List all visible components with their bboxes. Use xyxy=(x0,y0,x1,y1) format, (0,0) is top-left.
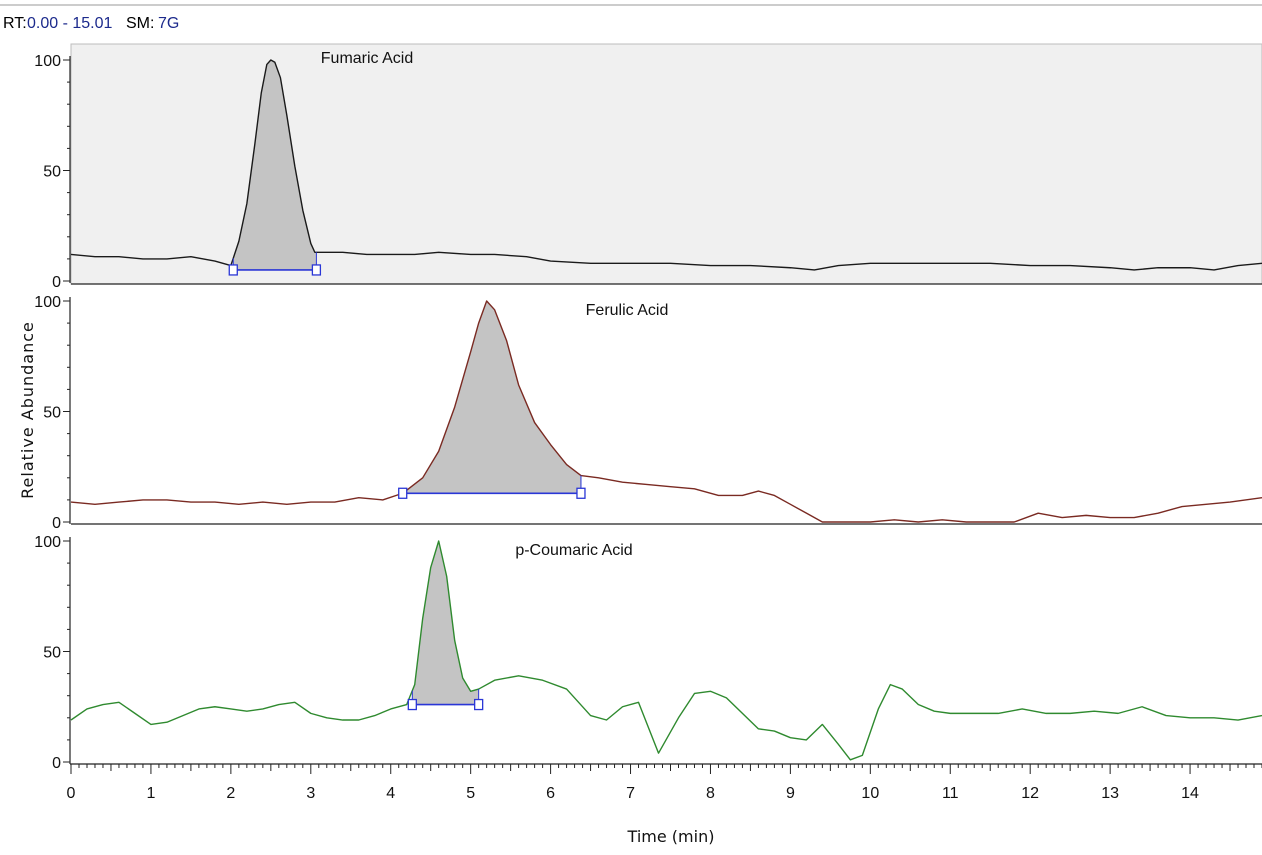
y-tick-label: 0 xyxy=(52,274,61,291)
y-tick-label: 50 xyxy=(43,405,61,422)
peak-end-marker[interactable] xyxy=(474,698,484,711)
peak-end-marker[interactable] xyxy=(576,487,586,499)
x-tick-label: 0 xyxy=(67,785,76,802)
x-tick-label: 6 xyxy=(546,785,555,802)
x-tick-label: 4 xyxy=(386,785,395,802)
y-tick-label: 100 xyxy=(34,294,61,311)
rt-value: 0.00 - 15.01 xyxy=(27,15,113,32)
x-axis: 0 1 2 3 4 5 6 7 8 9 10 11 12 13 14 xyxy=(67,763,1262,802)
y-tick-label: 50 xyxy=(43,164,61,181)
x-tick-label: 10 xyxy=(861,785,879,802)
panel-title-p-coumaric: p-Coumaric Acid xyxy=(515,542,632,559)
panel-title-fumaric: Fumaric Acid xyxy=(321,50,413,67)
trace-line-fumaric xyxy=(70,59,1262,271)
x-tick-label: 11 xyxy=(942,785,959,802)
panel-ferulic-acid: 0 50 100 xyxy=(34,294,1262,532)
sm-value: 7G xyxy=(158,15,179,32)
y-axis-label: Relative Abundance xyxy=(18,321,37,499)
y-tick-label: 100 xyxy=(34,53,61,70)
x-tick-label: 14 xyxy=(1181,785,1199,802)
x-tick-label: 7 xyxy=(626,785,635,802)
y-tick-label: 50 xyxy=(43,645,61,662)
x-axis-label: Time (min) xyxy=(627,827,715,846)
panel-p-coumaric-acid: 0 50 100 xyxy=(34,534,1262,772)
peak-area-ferulic xyxy=(402,301,581,494)
trace-line-p-coumaric xyxy=(70,540,1262,761)
x-tick-label: 13 xyxy=(1101,785,1119,802)
peak-area-fumaric xyxy=(233,60,317,270)
panel-fumaric-acid: 0 50 100 xyxy=(34,53,1262,291)
rt-label: RT: xyxy=(3,15,27,32)
peak-start-marker[interactable] xyxy=(228,264,238,276)
x-tick-label: 8 xyxy=(706,785,715,802)
sm-label: SM: xyxy=(126,15,154,32)
peak-end-marker[interactable] xyxy=(311,264,322,276)
x-tick-label: 3 xyxy=(306,785,315,802)
peak-start-marker[interactable] xyxy=(407,698,417,711)
x-tick-label: 12 xyxy=(1021,785,1039,802)
y-tick-label: 0 xyxy=(52,755,61,772)
y-tick-label: 0 xyxy=(52,515,61,532)
x-tick-label: 9 xyxy=(786,785,795,802)
panel-title-ferulic: Ferulic Acid xyxy=(586,302,669,319)
x-tick-label: 1 xyxy=(146,785,155,802)
x-tick-label: 5 xyxy=(466,785,475,802)
y-tick-label: 100 xyxy=(34,534,61,551)
peak-start-marker[interactable] xyxy=(398,487,408,499)
x-tick-label: 2 xyxy=(226,785,235,802)
trace-line-ferulic xyxy=(70,300,1262,523)
